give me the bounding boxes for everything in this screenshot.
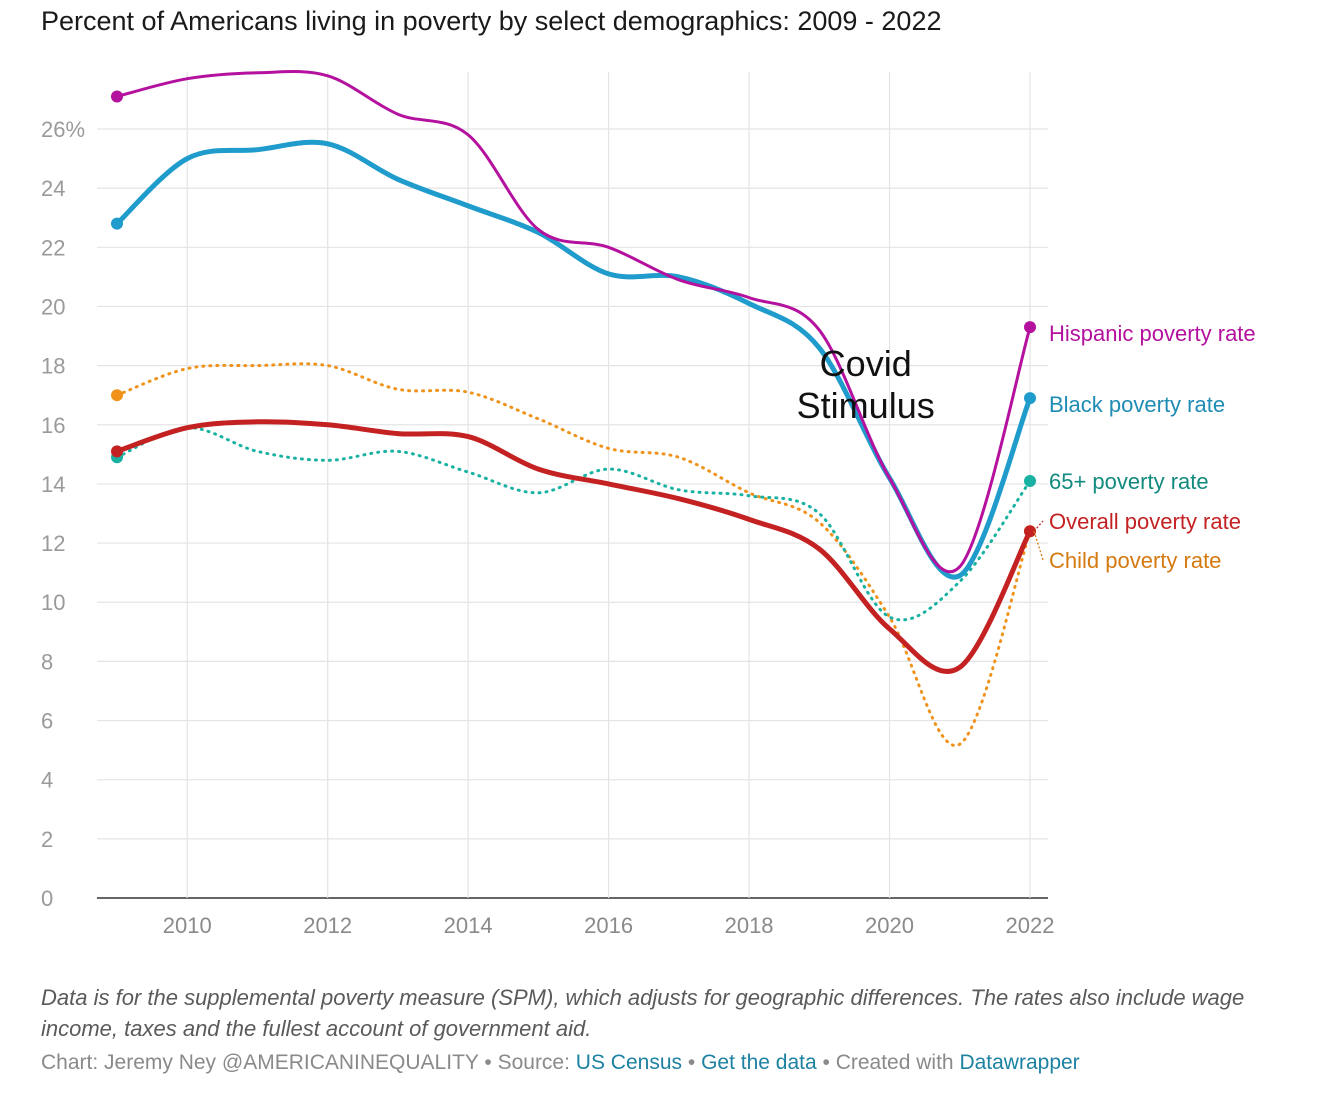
overall-poverty-rate-label: Overall poverty rate (1049, 509, 1241, 534)
black-poverty-rate-label: Black poverty rate (1049, 392, 1225, 417)
child-poverty-rate-label-leader (1033, 531, 1044, 561)
child-poverty-rate-start-dot (111, 389, 123, 402)
datawrapper-link[interactable]: Datawrapper (959, 1051, 1080, 1074)
overall-poverty-rate-end-dot (1024, 525, 1036, 538)
65-poverty-rate-end-dot (1024, 474, 1036, 487)
overall-poverty-rate-start-dot (111, 445, 123, 458)
y-tick-label: 12 (41, 531, 65, 556)
source-prefix: Source: (497, 1051, 570, 1074)
get-data-link[interactable]: Get the data (701, 1051, 817, 1074)
covid-annotation-line2: Stimulus (797, 385, 935, 426)
y-tick-label: 0 (41, 886, 53, 911)
footer-separator: • (822, 1051, 830, 1074)
y-tick-label: 18 (41, 354, 65, 379)
y-tick-label: 22 (41, 235, 65, 260)
chart-note: Data is for the supplemental poverty mea… (41, 985, 1245, 1041)
created-with-prefix: Created with (835, 1051, 954, 1074)
x-tick-label: 2022 (1006, 913, 1055, 938)
y-tick-label: 26% (41, 117, 85, 142)
y-tick-label: 6 (41, 709, 53, 734)
chart-credit: Chart: Jeremy Ney @AMERICANINEQUALITY (41, 1051, 479, 1074)
black-poverty-rate-end-dot (1024, 392, 1036, 405)
x-tick-label: 2014 (444, 913, 493, 938)
y-tick-label: 10 (41, 590, 65, 615)
overall-poverty-rate-line (114, 419, 1033, 674)
child-poverty-rate-label: Child poverty rate (1049, 548, 1221, 573)
y-tick-label: 20 (41, 294, 65, 319)
hispanic-poverty-rate-line (115, 70, 1032, 574)
covid-annotation-line1: Covid (820, 343, 912, 384)
hispanic-poverty-rate-end-dot (1024, 321, 1036, 334)
hispanic-poverty-rate-label: Hispanic poverty rate (1049, 321, 1256, 346)
x-tick-label: 2020 (865, 913, 914, 938)
65-poverty-rate-label: 65+ poverty rate (1049, 469, 1209, 494)
x-tick-label: 2018 (725, 913, 774, 938)
footer-separator: • (687, 1051, 696, 1074)
chart-footer: Chart: Jeremy Ney @AMERICANINEQUALITY • … (41, 1051, 1080, 1075)
65-poverty-rate-line (115, 426, 1032, 622)
source-link[interactable]: US Census (575, 1051, 683, 1074)
chart-title: Percent of Americans living in poverty b… (41, 6, 942, 36)
x-tick-label: 2012 (303, 913, 352, 938)
y-tick-label: 4 (41, 768, 53, 793)
y-tick-label: 16 (41, 413, 65, 438)
y-tick-label: 8 (41, 649, 53, 674)
footer-separator: • (484, 1051, 492, 1074)
x-tick-label: 2010 (163, 913, 212, 938)
y-tick-label: 14 (41, 472, 65, 497)
hispanic-poverty-rate-start-dot (111, 90, 123, 103)
y-tick-label: 24 (41, 176, 65, 201)
x-tick-label: 2016 (584, 913, 633, 938)
child-poverty-rate-line (115, 362, 1032, 747)
y-tick-label: 2 (41, 827, 53, 852)
black-poverty-rate-start-dot (111, 217, 123, 230)
